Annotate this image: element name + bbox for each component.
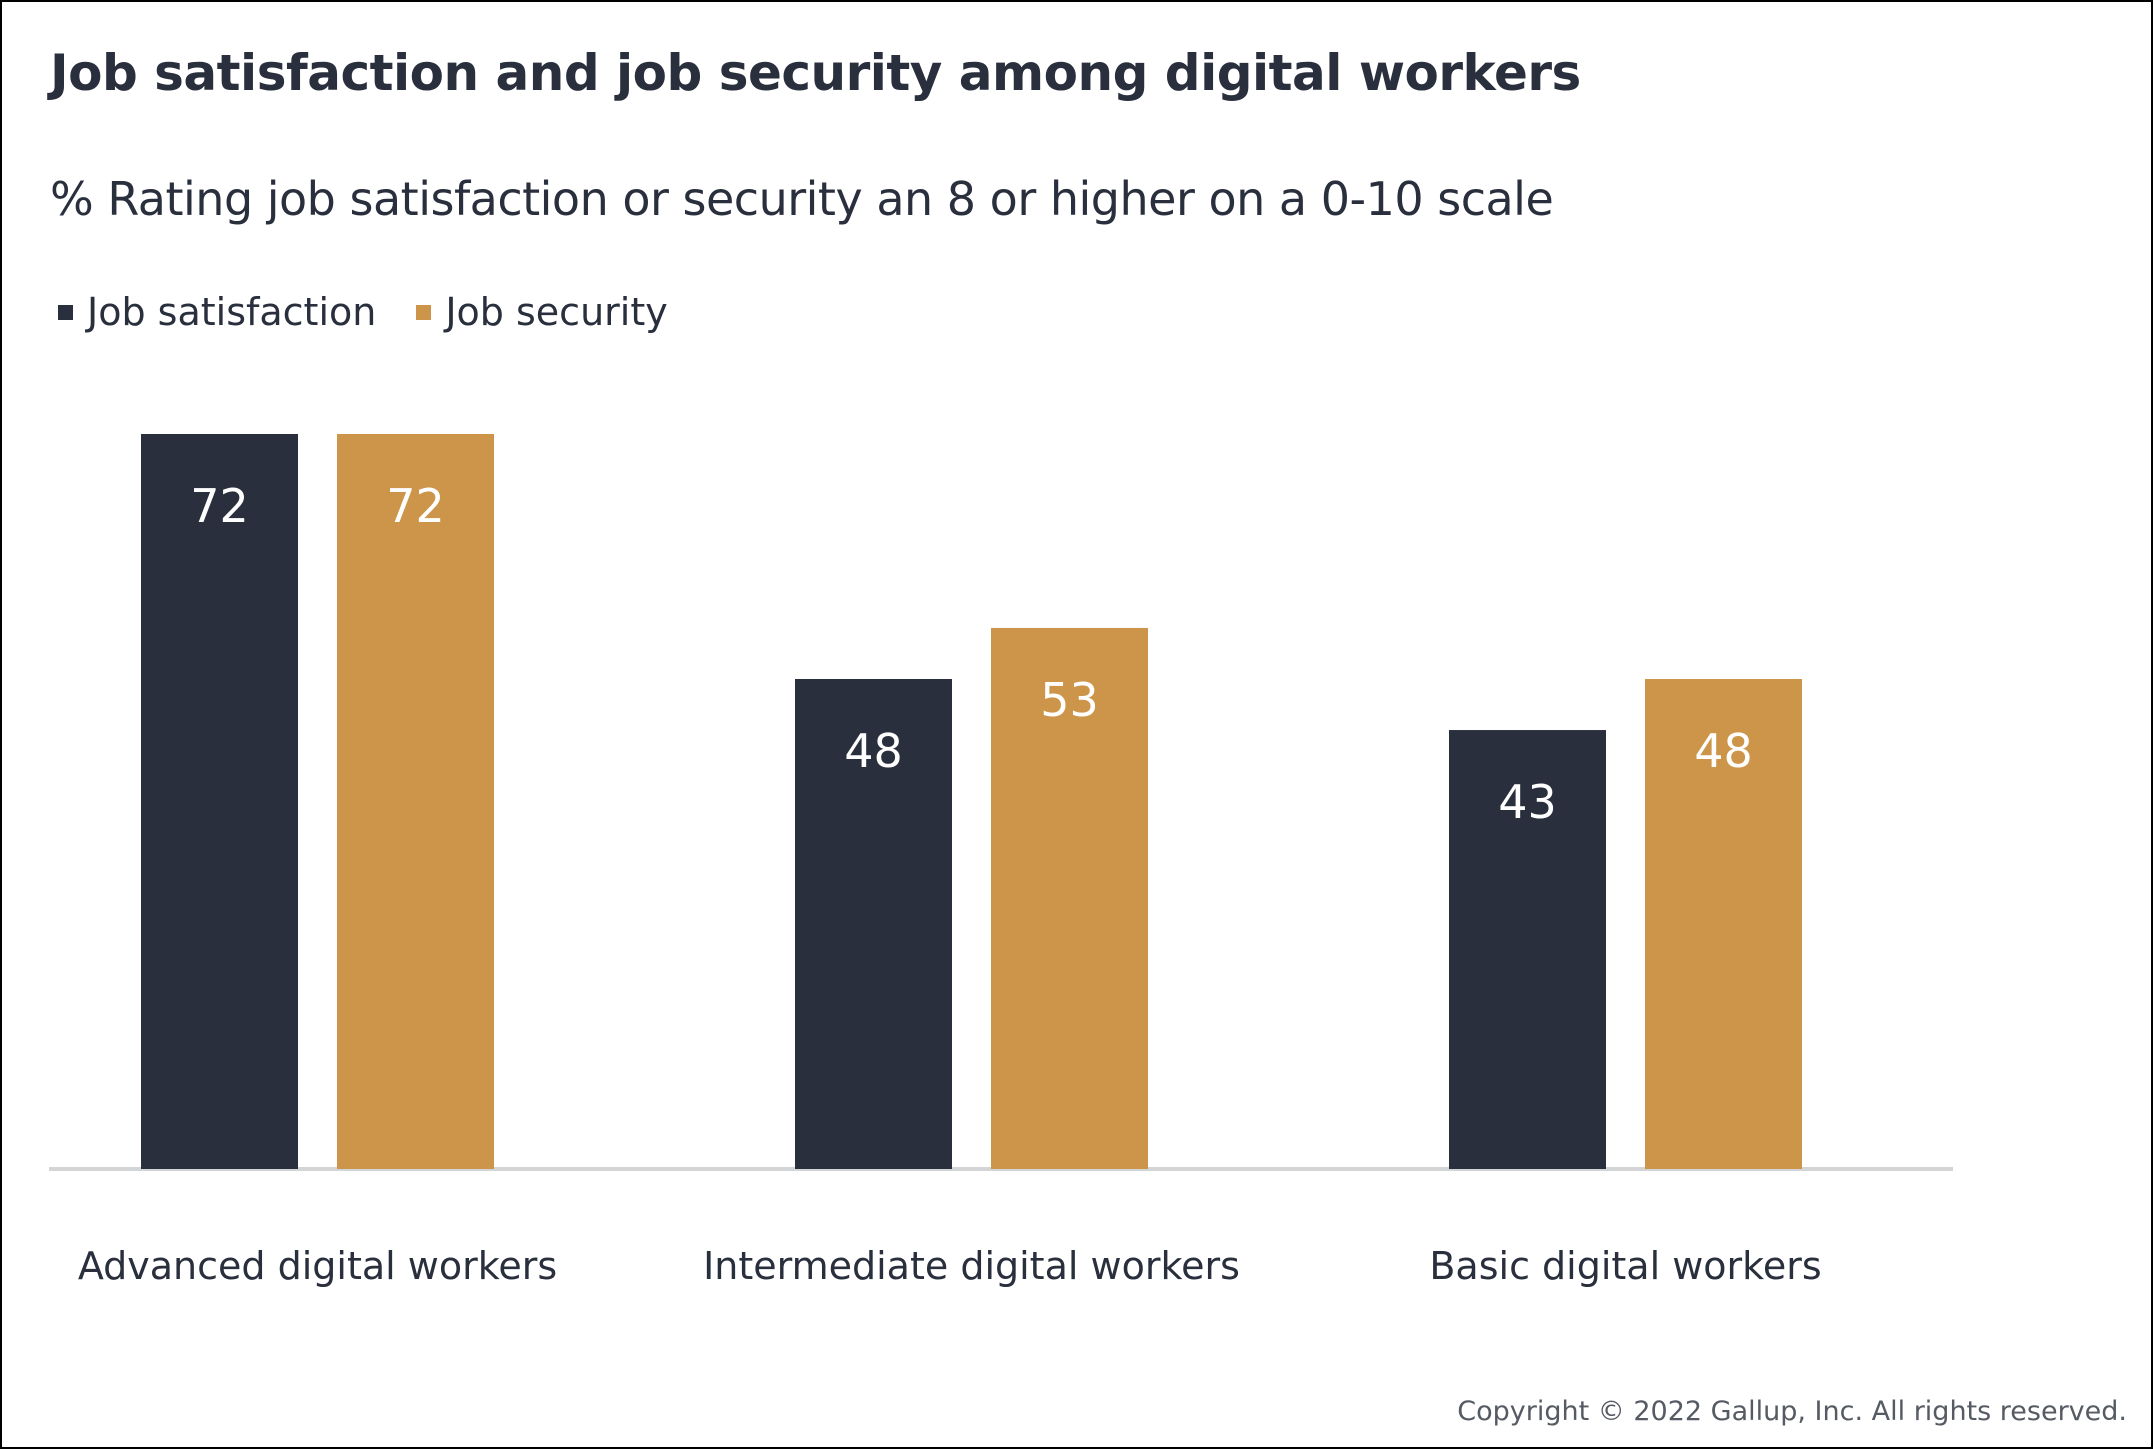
bar-job-satisfaction-advanced-digital-workers	[141, 434, 298, 1169]
category-label-advanced-digital-workers: Advanced digital workers	[78, 1244, 557, 1288]
data-label-job-satisfaction-intermediate-digital-workers: 48	[844, 724, 903, 778]
category-label-intermediate-digital-workers: Intermediate digital workers	[703, 1244, 1240, 1288]
bar-job-satisfaction-basic-digital-workers	[1449, 730, 1606, 1169]
legend-label-job-security: Job security	[445, 290, 668, 334]
copyright-notice: Copyright © 2022 Gallup, Inc. All rights…	[1457, 1396, 2127, 1427]
data-label-job-security-advanced-digital-workers: 72	[386, 479, 445, 533]
legend-item-job-security: Job security	[416, 290, 668, 334]
legend-label-job-satisfaction: Job satisfaction	[87, 290, 377, 334]
data-label-job-security-intermediate-digital-workers: 53	[1040, 673, 1099, 727]
legend: Job satisfaction Job security	[58, 290, 708, 334]
legend-swatch-job-satisfaction	[58, 304, 73, 320]
data-label-job-satisfaction-basic-digital-workers: 43	[1498, 775, 1557, 829]
legend-item-job-satisfaction: Job satisfaction	[58, 290, 376, 334]
chart-subtitle: % Rating job satisfaction or security an…	[50, 172, 1554, 226]
category-label-basic-digital-workers: Basic digital workers	[1429, 1244, 1821, 1288]
bar-job-security-advanced-digital-workers	[337, 434, 494, 1169]
chart-title: Job satisfaction and job security among …	[50, 44, 1581, 102]
bar-job-satisfaction-intermediate-digital-workers	[795, 679, 952, 1169]
data-label-job-security-basic-digital-workers: 48	[1694, 724, 1753, 778]
bar-job-security-basic-digital-workers	[1645, 679, 1802, 1169]
data-label-job-satisfaction-advanced-digital-workers: 72	[190, 479, 249, 533]
legend-swatch-job-security	[416, 304, 432, 320]
bar-job-security-intermediate-digital-workers	[991, 627, 1148, 1169]
